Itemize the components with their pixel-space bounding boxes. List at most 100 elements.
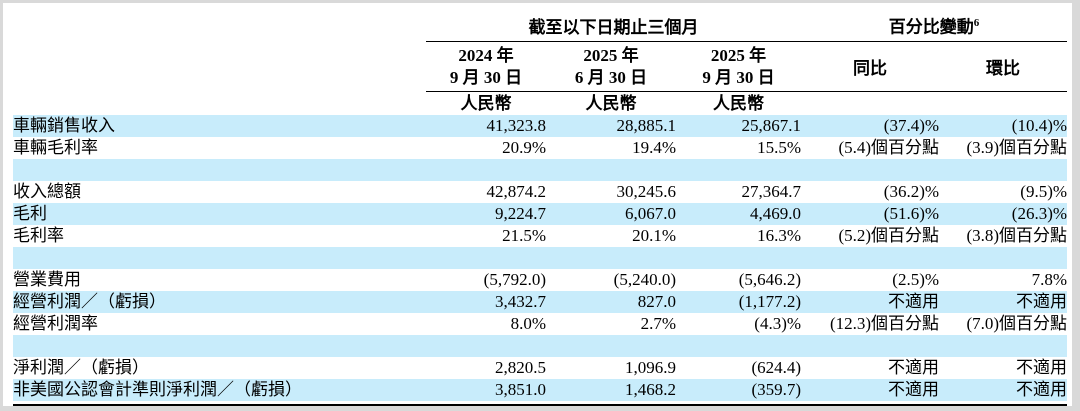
cell-2024-09-30: 2,820.5	[495, 357, 546, 377]
header-group-row: 截至以下日期止三個月 百分比變動6	[13, 12, 1068, 42]
spacer-cell	[939, 246, 1068, 269]
spacer-cell	[801, 158, 940, 181]
row-label: 車輛銷售收入	[13, 114, 426, 137]
spacer-cell	[939, 158, 1068, 181]
header-empty-cell	[13, 92, 426, 115]
cell-yoy: 不適用	[801, 290, 940, 313]
cell-2025-09-30: (1,177.2)	[676, 290, 802, 313]
row-label: 收入總額	[13, 181, 81, 201]
cell-2025-06-30: (5,240.0)	[613, 269, 676, 289]
cell-yoy: (5.2)個百分點	[838, 225, 940, 245]
cell-qoq: (26.3)%	[939, 202, 1068, 225]
cell-qoq: (7.0)個百分點	[966, 313, 1068, 333]
cell-qoq: 不適用	[939, 378, 1068, 401]
table-row-vehicle-margin: 車輛毛利率 20.9% 19.4% 15.5% (5.4)個百分點 (3.9)個…	[13, 137, 1067, 159]
spacer-cell	[426, 334, 546, 357]
row-label: 毛利率	[13, 225, 64, 245]
change-group-title: 百分比變動6	[801, 12, 1068, 42]
spacer-cell	[676, 334, 802, 357]
spacer-cell	[426, 158, 546, 181]
cell-2025-06-30: 827.0	[546, 290, 676, 313]
period-group-title: 截至以下日期止三個月	[426, 16, 802, 42]
cell-yoy: (5.4)個百分點	[838, 137, 940, 157]
cell-2025-06-30: 20.1%	[632, 225, 676, 245]
header-empty-cell	[801, 92, 939, 115]
cell-2025-09-30: (4.3)%	[754, 313, 802, 333]
cell-2024-09-30: 42,874.2	[486, 181, 547, 201]
cell-yoy: (2.5)%	[892, 269, 940, 289]
table-row-total-revenue: 收入總額 42,874.2 30,245.6 27,364.7 (36.2)% …	[13, 181, 1067, 203]
cell-yoy: (36.2)%	[883, 181, 940, 201]
cell-2025-06-30: 30,245.6	[616, 181, 677, 201]
table-row-net-profit-loss: 淨利潤／（虧損） 2,820.5 1,096.9 (624.4) 不適用 不適用	[13, 357, 1067, 379]
spacer-cell	[676, 246, 802, 269]
cell-yoy: 不適用	[801, 378, 940, 401]
change-group-cell: 百分比變動6	[801, 12, 1068, 42]
cell-2025-09-30: (5,646.2)	[738, 269, 802, 289]
currency-label: 人民幣	[585, 93, 637, 113]
spacer-cell	[801, 246, 940, 269]
cell-2025-09-30: (359.7)	[676, 378, 802, 401]
cell-2025-09-30: 27,364.7	[741, 181, 802, 201]
cell-2025-09-30: 4,469.0	[676, 202, 802, 225]
cell-2025-09-30: (624.4)	[751, 357, 802, 377]
cell-yoy: (12.3)個百分點	[829, 313, 940, 333]
cell-2024-09-30: 41,323.8	[426, 114, 546, 137]
cell-2025-06-30: 28,885.1	[546, 114, 676, 137]
spacer-cell	[939, 334, 1068, 357]
table-row-gross-profit: 毛利 9,224.7 6,067.0 4,469.0 (51.6)% (26.3…	[13, 202, 1068, 225]
cell-qoq: 不適用	[1016, 357, 1068, 377]
cell-qoq: (10.4)%	[939, 114, 1068, 137]
table-row-operating-profit-loss: 經營利潤／（虧損） 3,432.7 827.0 (1,177.2) 不適用 不適…	[13, 290, 1068, 313]
cell-2025-09-30: 16.3%	[757, 225, 802, 245]
cell-2024-09-30: 9,224.7	[426, 202, 546, 225]
cell-2025-06-30: 6,067.0	[546, 202, 676, 225]
spacer-cell	[426, 246, 546, 269]
table-row-non-gaap-net-profit-loss: 非美國公認會計準則淨利潤／（虧損） 3,851.0 1,468.2 (359.7…	[13, 378, 1068, 401]
footnote-ref: 6	[973, 17, 980, 29]
spacer-row	[13, 158, 1068, 181]
table-row-operating-expenses: 營業費用 (5,792.0) (5,240.0) (5,646.2) (2.5)…	[13, 269, 1067, 291]
spacer-cell	[13, 158, 426, 181]
col-header-qoq: 環比	[939, 42, 1068, 92]
period-group-cell: 截至以下日期止三個月	[426, 12, 802, 42]
row-label: 經營利潤／（虧損）	[13, 290, 426, 313]
row-label: 淨利潤／（虧損）	[13, 357, 149, 377]
cell-2024-09-30: (5,792.0)	[483, 269, 546, 289]
cell-2025-06-30: 2.7%	[640, 313, 676, 333]
cell-2024-09-30: 3,851.0	[426, 378, 546, 401]
row-label: 車輛毛利率	[13, 137, 98, 157]
cell-yoy: (51.6)%	[801, 202, 940, 225]
cell-yoy: (37.4)%	[801, 114, 940, 137]
cell-qoq: 7.8%	[1031, 269, 1068, 289]
row-label: 非美國公認會計準則淨利潤／（虧損）	[13, 378, 426, 401]
cell-2025-06-30: 1,468.2	[546, 378, 676, 401]
spacer-cell	[546, 246, 676, 269]
cell-qoq: 不適用	[939, 290, 1068, 313]
spacer-row	[13, 246, 1068, 269]
header-empty-cell	[13, 12, 426, 42]
header-empty-cell	[13, 42, 426, 92]
row-label: 毛利	[13, 202, 426, 225]
cell-2025-06-30: 1,096.9	[625, 357, 676, 377]
cell-yoy: 不適用	[888, 357, 940, 377]
spacer-cell	[13, 246, 426, 269]
table-row-operating-margin: 經營利潤率 8.0% 2.7% (4.3)% (12.3)個百分點 (7.0)個…	[13, 313, 1067, 335]
table-row-gross-margin: 毛利率 21.5% 20.1% 16.3% (5.2)個百分點 (3.8)個百分…	[13, 225, 1067, 247]
currency-label: 人民幣	[460, 93, 512, 113]
table-row-vehicle-sales-revenue: 車輛銷售收入 41,323.8 28,885.1 25,867.1 (37.4)…	[13, 114, 1068, 137]
row-label: 營業費用	[13, 269, 81, 289]
cell-qoq: (9.5)%	[1020, 181, 1068, 201]
cell-2025-09-30: 15.5%	[757, 137, 802, 157]
cell-2024-09-30: 3,432.7	[426, 290, 546, 313]
row-label: 經營利潤率	[13, 313, 98, 333]
cell-qoq: (3.9)個百分點	[966, 137, 1068, 157]
spacer-cell	[801, 334, 940, 357]
header-currency-row: 人民幣 人民幣 人民幣	[13, 92, 1067, 115]
cell-2025-09-30: 25,867.1	[676, 114, 802, 137]
